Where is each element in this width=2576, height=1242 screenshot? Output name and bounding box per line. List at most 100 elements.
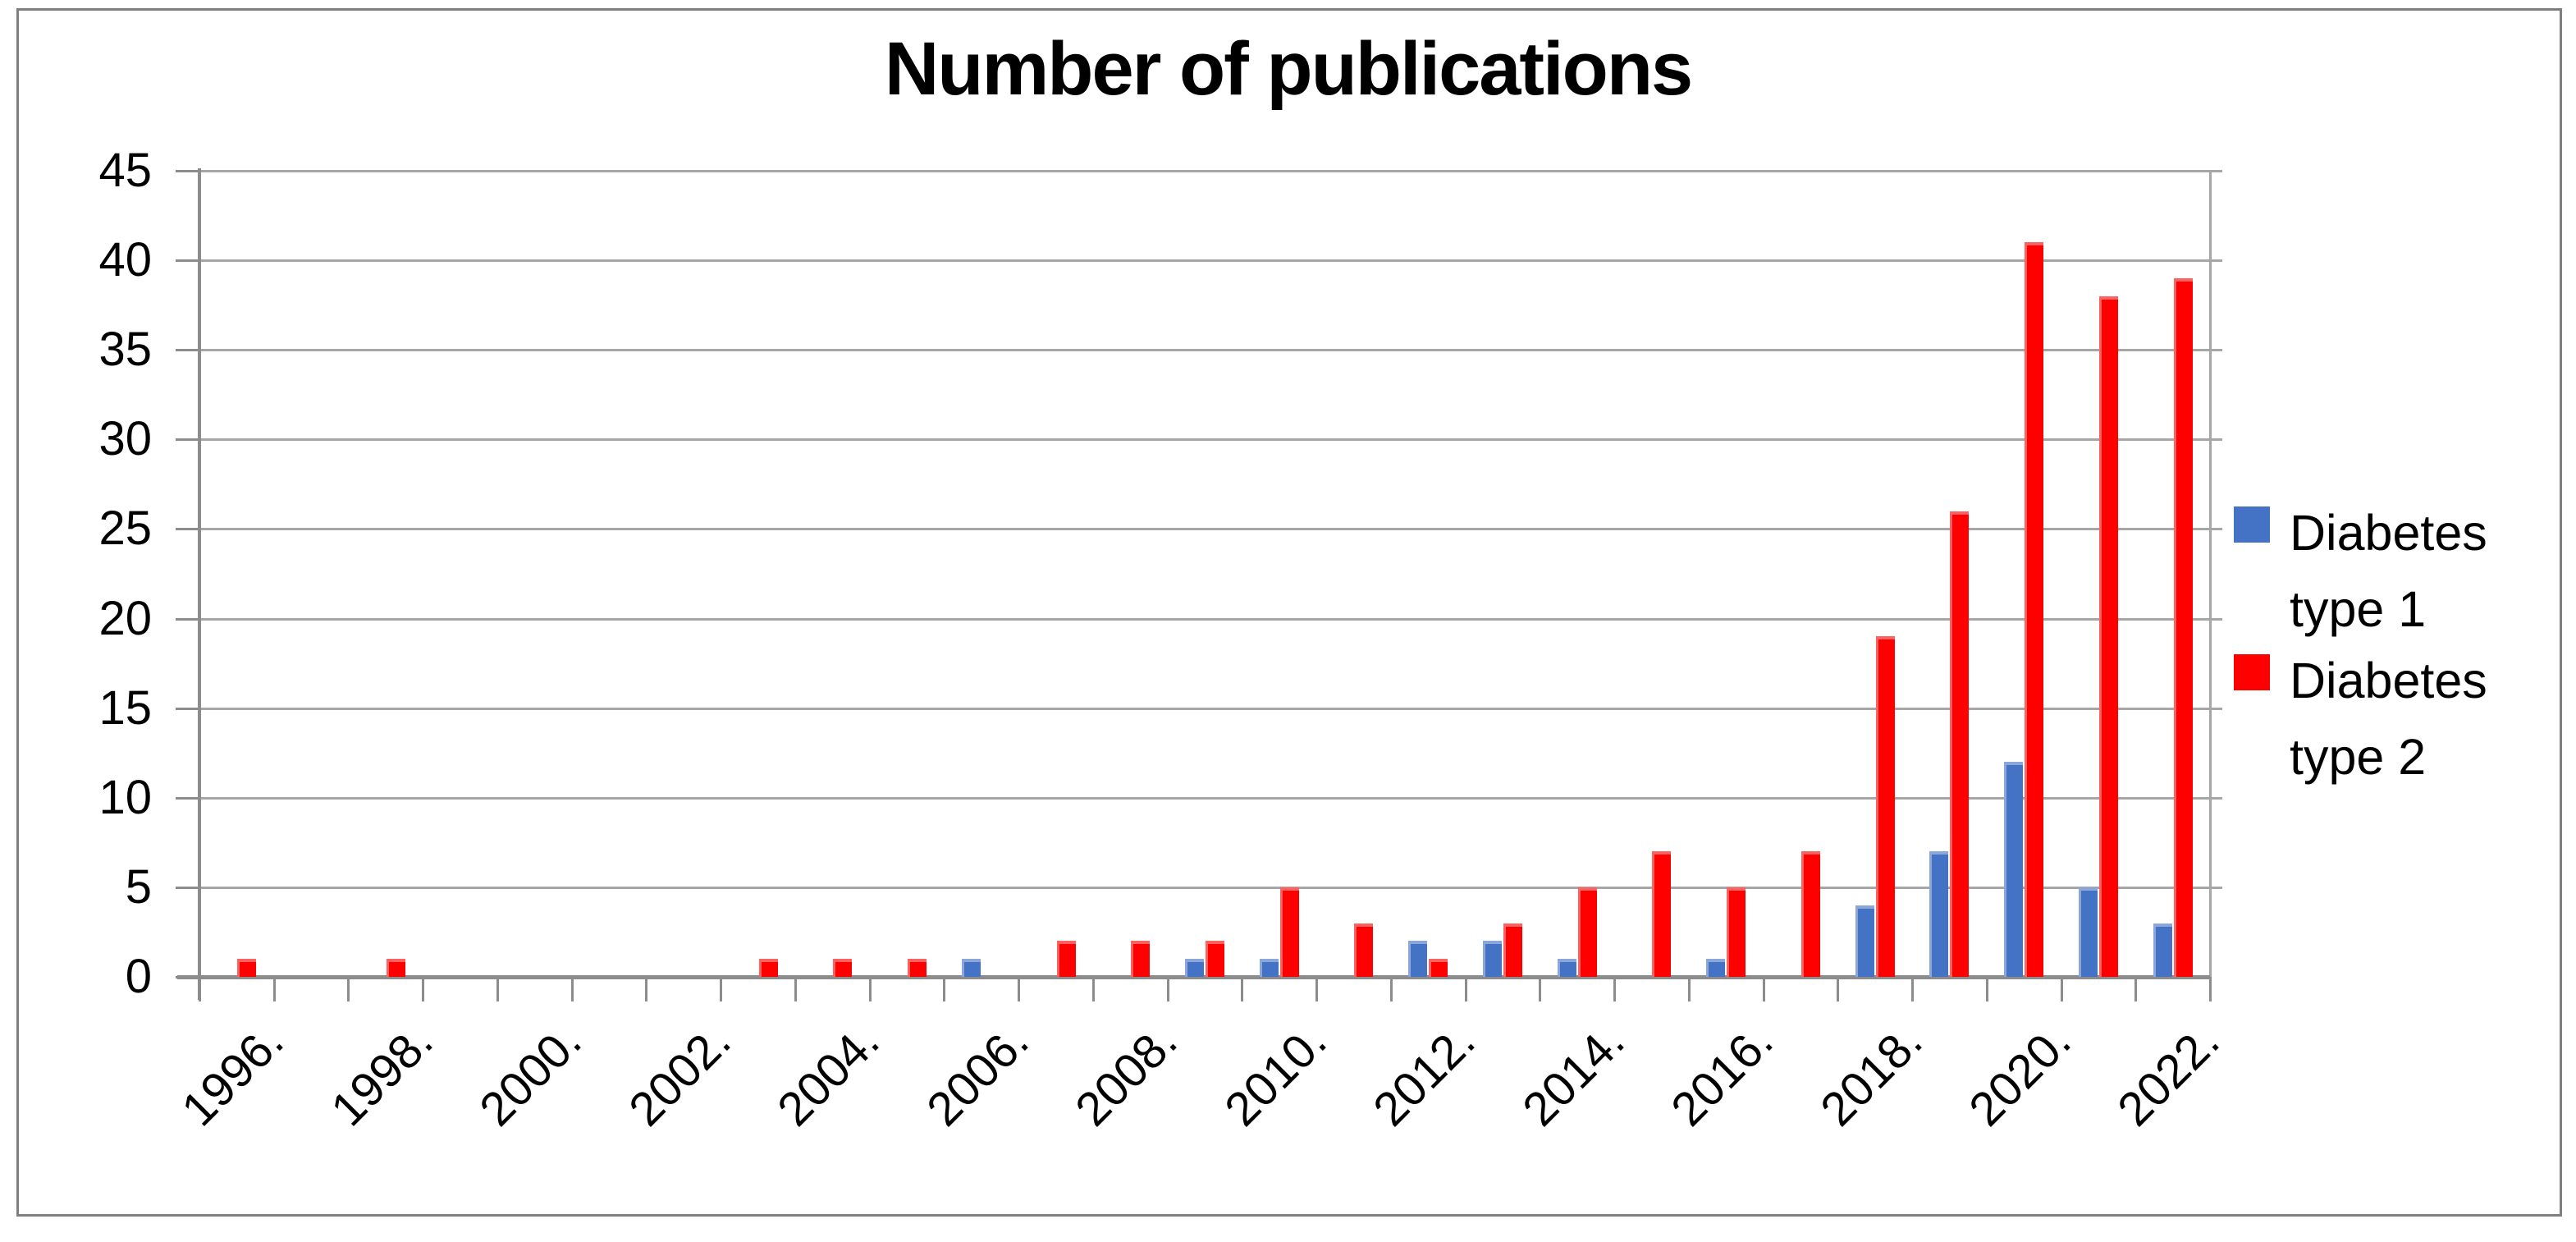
gridline-y-20 [199, 617, 2222, 621]
y-tick-10 [176, 796, 199, 800]
legend-label-type1: Diabetes type 1 [2290, 505, 2487, 637]
bar-type1-2019 [1929, 851, 1949, 977]
y-axis-label-45: 45 [98, 144, 152, 197]
bar-type2-2011 [1354, 923, 1374, 977]
gridline-y-5 [199, 886, 2222, 889]
x-tick-3 [422, 977, 425, 1001]
bar-type2-2019 [1950, 511, 1970, 977]
y-tick-35 [176, 349, 199, 352]
bar-type1-2022 [2153, 923, 2172, 977]
bar-type1-2012 [1408, 941, 1428, 977]
legend-label-type2: Diabetes type 2 [2290, 653, 2487, 785]
y-axis-label-0: 0 [125, 950, 152, 1003]
gridline-y-15 [199, 707, 2222, 710]
x-tick-1 [272, 977, 276, 1001]
y-axis-label-40: 40 [98, 233, 152, 287]
x-tick-9 [868, 977, 872, 1001]
legend-swatch-type2 [2234, 654, 2270, 690]
bar-type1-2006 [961, 959, 981, 977]
legend-swatch-type1 [2234, 506, 2270, 543]
y-tick-45 [176, 170, 199, 172]
bar-type1-2013 [1482, 941, 1502, 977]
y-tick-40 [176, 259, 199, 263]
x-tick-23 [1911, 977, 1915, 1001]
bar-type2-1996 [237, 959, 257, 977]
bar-type1-2016 [1706, 959, 1726, 977]
bar-type2-2013 [1503, 923, 1522, 977]
x-tick-16 [1389, 977, 1393, 1001]
x-tick-4 [496, 977, 499, 1001]
y-tick-30 [176, 438, 199, 442]
y-axis-label-25: 25 [98, 502, 152, 556]
y-tick-15 [176, 707, 199, 710]
x-tick-21 [1762, 977, 1765, 1001]
x-tick-22 [1837, 977, 1840, 1001]
y-axis-label-10: 10 [98, 770, 152, 824]
x-tick-15 [1315, 977, 1319, 1001]
x-tick-2 [347, 977, 350, 1001]
bar-type2-2012 [1429, 959, 1448, 977]
gridline-y-30 [199, 438, 2222, 442]
bar-type1-2020 [2004, 762, 2024, 977]
bar-type2-2008 [1131, 941, 1151, 977]
bar-type2-2004 [833, 959, 853, 977]
x-tick-7 [720, 977, 723, 1001]
bar-type1-2014 [1557, 959, 1576, 977]
chart-title: Number of publications [884, 27, 1693, 111]
legend-item-diabetes-type-1: Diabetes type 1 [2234, 495, 2536, 648]
x-tick-13 [1166, 977, 1169, 1001]
y-tick-20 [176, 617, 199, 621]
bar-type2-2014 [1577, 887, 1597, 977]
x-tick-17 [1464, 977, 1467, 1001]
x-tick-27 [2209, 977, 2212, 1001]
y-axis-label-5: 5 [125, 859, 152, 914]
bar-type1-2021 [2078, 887, 2098, 977]
bar-type2-2016 [1727, 887, 1746, 977]
bar-type2-2015 [1652, 851, 1672, 977]
gridline-y-10 [199, 796, 2222, 800]
gridline-y-25 [199, 528, 2222, 531]
x-tick-14 [1241, 977, 1244, 1001]
gridline-y-35 [199, 349, 2222, 352]
legend-item-diabetes-type-2: Diabetes type 2 [2234, 643, 2536, 795]
y-axis-label-35: 35 [98, 323, 152, 377]
y-tick-25 [176, 528, 199, 531]
x-tick-12 [1091, 977, 1095, 1001]
y-tick-5 [176, 886, 199, 889]
bar-type2-2017 [1800, 851, 1820, 977]
bar-type2-2005 [908, 959, 927, 977]
plot-right-border [2209, 171, 2212, 977]
x-tick-20 [1687, 977, 1691, 1001]
bar-type2-2007 [1056, 941, 1076, 977]
gridline-y-40 [199, 259, 2222, 263]
chart-border [16, 8, 2562, 1217]
x-tick-25 [2060, 977, 2063, 1001]
bar-type2-2020 [2025, 242, 2044, 977]
x-tick-6 [645, 977, 648, 1001]
x-tick-8 [794, 977, 797, 1001]
bar-type1-2010 [1259, 959, 1279, 977]
bar-type1-2018 [1855, 905, 1874, 977]
x-tick-19 [1613, 977, 1617, 1001]
bar-type2-2003 [758, 959, 778, 977]
x-tick-10 [943, 977, 946, 1001]
bar-type2-2021 [2098, 296, 2118, 977]
x-tick-0 [199, 977, 201, 1001]
bar-type2-2009 [1206, 941, 1224, 977]
x-tick-5 [570, 977, 574, 1001]
x-tick-11 [1018, 977, 1021, 1001]
bar-type2-2018 [1875, 636, 1895, 977]
y-axis-line [198, 168, 201, 1000]
x-tick-24 [1985, 977, 1988, 1001]
x-axis-line [177, 975, 2210, 979]
bar-type2-1998 [386, 959, 405, 977]
x-tick-18 [1539, 977, 1542, 1001]
x-tick-26 [2134, 977, 2138, 1001]
bar-type2-2022 [2173, 277, 2193, 977]
y-axis-label-15: 15 [98, 681, 152, 735]
y-axis-label-30: 30 [98, 412, 152, 466]
gridline-y-45 [199, 170, 2222, 172]
bar-type2-2010 [1279, 887, 1299, 977]
y-axis-label-20: 20 [98, 591, 152, 645]
